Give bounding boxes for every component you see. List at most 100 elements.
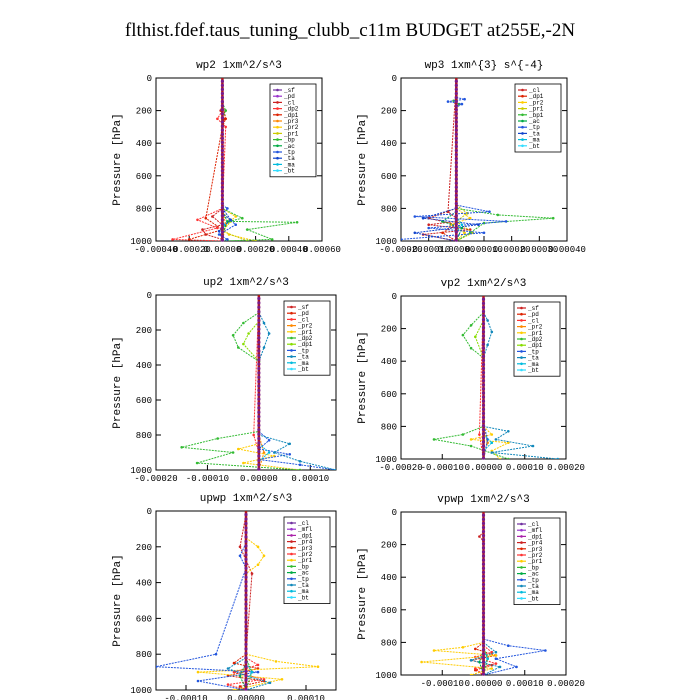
- zero-line-point: [454, 161, 458, 165]
- zero-line-point: [244, 562, 248, 566]
- x-tick-label: 0.00020: [547, 463, 585, 473]
- legend-label: _ta: [527, 583, 539, 590]
- zero-line-point: [244, 517, 248, 521]
- legend-label: _ma: [527, 589, 539, 596]
- series-line: [483, 638, 546, 675]
- zero-line-point: [481, 582, 486, 587]
- legend-marker: [521, 125, 524, 129]
- legend-marker: [290, 336, 293, 340]
- series-point: [461, 433, 465, 436]
- legend-marker: [276, 125, 279, 129]
- series-point: [250, 572, 254, 575]
- series-point: [486, 343, 489, 347]
- zero-line-point: [244, 566, 248, 570]
- legend-label: _pr1: [528, 106, 544, 113]
- zero-line-point: [481, 591, 486, 595]
- panel-title: vp2 1xm^2/s^3: [441, 278, 527, 290]
- zero-line-point: [257, 371, 261, 375]
- zero-line-point: [481, 656, 486, 660]
- series-line: [483, 434, 493, 452]
- zero-line-point: [481, 611, 486, 615]
- panel-title: upwp 1xm^2/s^3: [200, 493, 292, 505]
- series-point: [237, 346, 240, 349]
- zero-line-point: [244, 611, 248, 615]
- y-tick-label: 1000: [130, 686, 152, 696]
- zero-line-point: [257, 353, 261, 357]
- legend-label: _bt: [527, 367, 539, 374]
- zero-line-point: [244, 687, 248, 691]
- zero-line-point: [481, 346, 486, 350]
- series-point: [494, 438, 498, 441]
- zero-line-point: [257, 358, 261, 362]
- zero-line-point: [244, 606, 248, 611]
- zero-line-point: [244, 656, 248, 660]
- series-point: [478, 433, 481, 436]
- zero-line-point: [481, 668, 486, 672]
- legend-label: _cl: [283, 99, 295, 106]
- zero-line-point: [481, 546, 486, 550]
- legend-label: _pr3: [527, 546, 543, 553]
- series-point: [231, 451, 235, 454]
- series-point: [468, 216, 472, 220]
- legend-marker: [290, 534, 293, 537]
- legend-label: _tp: [283, 149, 295, 156]
- series-point: [494, 657, 498, 660]
- y-tick-label: 0: [392, 292, 397, 302]
- y-tick-label: 600: [381, 390, 397, 400]
- zero-line-point: [454, 222, 458, 226]
- y-tick-label: 400: [136, 361, 152, 371]
- zero-line-point: [481, 354, 486, 358]
- series-point: [270, 238, 274, 241]
- y-tick-label: 600: [381, 172, 397, 182]
- zero-line-point: [257, 401, 261, 406]
- legend-marker: [520, 312, 523, 316]
- zero-line-point: [481, 627, 486, 631]
- legend-label: _dp1: [297, 341, 313, 348]
- zero-line-point: [220, 189, 224, 193]
- zero-line-point: [220, 177, 224, 181]
- zero-line-point: [454, 83, 458, 87]
- zero-line-point: [481, 444, 486, 448]
- zero-line-point: [244, 647, 248, 651]
- legend-label: _tp: [528, 124, 540, 131]
- x-tick-label: 0.00040: [548, 245, 586, 255]
- legend-label: _dp2: [527, 336, 543, 343]
- zero-line-point: [257, 345, 261, 349]
- y-axis-label: Pressure [hPa]: [112, 336, 124, 428]
- y-tick-label: 1000: [375, 237, 397, 247]
- legend-label: _sf: [297, 304, 309, 311]
- series-point: [217, 229, 221, 233]
- series-point: [461, 646, 465, 649]
- legend-label: _sf: [527, 305, 539, 312]
- zero-line-point: [220, 95, 224, 100]
- legend-box: [269, 83, 317, 178]
- zero-line-point: [481, 513, 486, 517]
- legend-label: _bt: [283, 168, 295, 175]
- series-point: [507, 441, 510, 445]
- legend-marker: [521, 113, 524, 117]
- legend-marker: [520, 572, 523, 575]
- legend-marker: [290, 361, 293, 365]
- zero-line-point: [220, 100, 224, 104]
- series-point: [401, 238, 403, 241]
- x-tick-label: -0.00010: [164, 694, 207, 700]
- zero-line-point: [481, 566, 486, 570]
- series-point: [469, 659, 473, 662]
- zero-line-point: [481, 411, 486, 415]
- legend-label: _pr1: [283, 130, 299, 137]
- zero-line-point: [481, 517, 486, 521]
- zero-line-point: [220, 169, 224, 173]
- zero-line-point: [244, 553, 248, 557]
- zero-line-point: [481, 558, 486, 562]
- series-point: [490, 330, 494, 334]
- y-tick-label: 800: [136, 204, 152, 214]
- zero-line-point: [481, 366, 486, 371]
- series-point: [232, 688, 236, 690]
- legend-marker: [520, 528, 523, 532]
- zero-line-point: [220, 116, 224, 120]
- series-point: [298, 468, 302, 470]
- series-point: [216, 117, 219, 121]
- panel-title: wp2 1xm^2/s^3: [196, 60, 282, 72]
- series-point: [288, 442, 292, 446]
- legend-label: _dp2: [297, 335, 313, 342]
